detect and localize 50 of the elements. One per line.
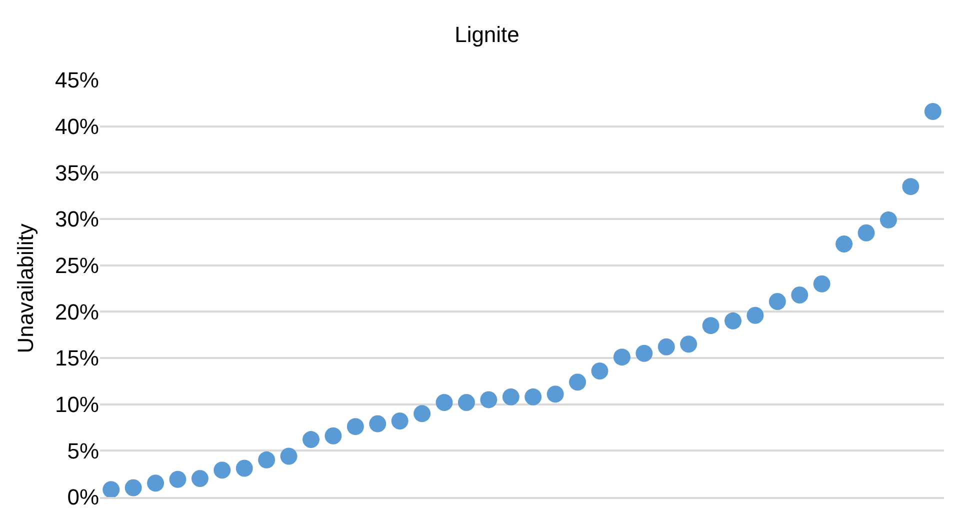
- point: [191, 470, 208, 487]
- point: [324, 427, 342, 444]
- chart-title: Lignite: [454, 22, 520, 47]
- point: [458, 394, 475, 411]
- y-tick-label: 40%: [54, 114, 99, 140]
- y-tick-label: 0%: [67, 484, 99, 510]
- point: [236, 460, 253, 477]
- y-tick-label: 25%: [54, 253, 99, 278]
- point: [858, 224, 875, 242]
- point: [280, 448, 298, 465]
- point: [258, 451, 276, 468]
- y-tick-label: 5%: [67, 438, 99, 464]
- point: [680, 336, 698, 353]
- point: [746, 306, 764, 324]
- point: [214, 462, 231, 479]
- point: [414, 405, 431, 422]
- point: [924, 103, 942, 120]
- y-tick-label: 30%: [54, 206, 99, 232]
- point: [880, 211, 897, 228]
- point: [480, 391, 498, 408]
- point: [436, 394, 453, 411]
- point: [813, 275, 830, 292]
- point: [102, 481, 120, 498]
- point: [902, 178, 920, 196]
- point: [569, 374, 586, 391]
- y-tick-label: 35%: [54, 160, 99, 186]
- y-tick-label: 20%: [54, 299, 99, 324]
- point: [391, 412, 408, 430]
- point: [702, 317, 720, 334]
- point: [124, 479, 142, 496]
- point: [591, 362, 608, 380]
- y-tick-label: 15%: [54, 346, 99, 371]
- point: [768, 292, 786, 310]
- y-tick-label: 45%: [54, 68, 99, 93]
- point: [169, 470, 186, 488]
- point: [524, 388, 542, 406]
- point: [502, 388, 520, 406]
- y-axis-title: Unavailability: [12, 224, 38, 354]
- point: [546, 386, 564, 403]
- point: [791, 286, 808, 304]
- point: [836, 236, 853, 253]
- point: [636, 344, 653, 362]
- point: [658, 338, 675, 356]
- point: [346, 418, 364, 436]
- y-tick-label: 10%: [54, 392, 99, 418]
- point: [369, 415, 386, 432]
- point: [724, 312, 742, 330]
- point: [613, 348, 630, 366]
- point: [147, 474, 164, 492]
- point: [302, 431, 320, 448]
